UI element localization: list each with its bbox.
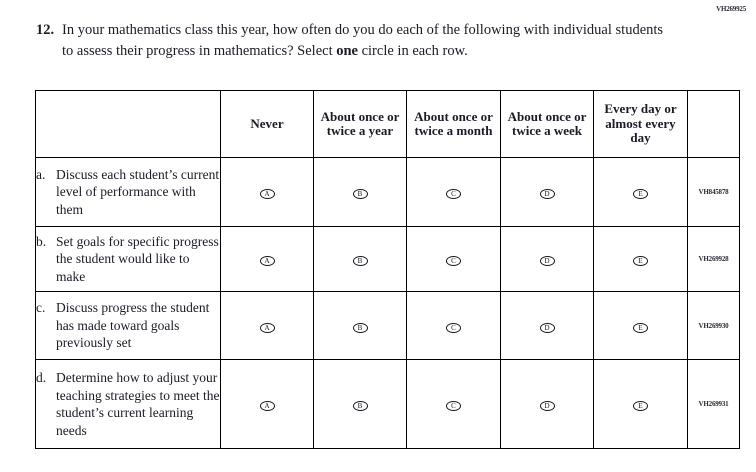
option-cell-a-never[interactable]: A [220, 157, 314, 227]
radio-circle-a-everyday[interactable]: E [633, 189, 648, 199]
radio-circle-b-week[interactable]: D [539, 256, 555, 266]
option-cell-d-year[interactable]: B [313, 359, 407, 449]
statement-cell-b: b. Set goals for specific progress the s… [35, 226, 221, 292]
response-matrix: Never About once or twice a year About o… [35, 90, 740, 449]
radio-circle-a-year[interactable]: B [352, 189, 368, 199]
option-cell-c-never[interactable]: A [220, 291, 314, 360]
statement-letter-c: c. [36, 300, 46, 316]
radio-circle-c-week[interactable]: D [539, 322, 555, 333]
radio-circle-a-never[interactable]: A [259, 189, 275, 199]
option-cell-a-week[interactable]: D [500, 157, 594, 227]
radio-circle-a-month[interactable]: C [446, 189, 461, 199]
statement-text-c: Discuss progress the student has made to… [56, 300, 210, 351]
option-cell-b-never[interactable]: A [220, 226, 314, 292]
option-cell-b-month[interactable]: C [406, 226, 501, 292]
radio-circle-c-year[interactable]: B [352, 322, 368, 333]
column-header-never: Never [220, 90, 314, 158]
radio-circle-b-never[interactable]: A [259, 256, 275, 266]
radio-circle-a-week[interactable]: D [539, 189, 555, 199]
statement-cell-d: d. Determine how to adjust your teaching… [35, 359, 221, 449]
option-cell-c-everyday[interactable]: E [593, 291, 688, 360]
column-header-once-or-twice-a-week: About once or twice a week [500, 90, 594, 158]
column-header-once-or-twice-a-month: About once or twice a month [406, 90, 501, 158]
option-cell-b-everyday[interactable]: E [593, 226, 688, 292]
item-code-c: VH269930 [687, 291, 740, 360]
matrix-header-row: Never About once or twice a year About o… [35, 90, 740, 158]
question-number: 12. [36, 22, 55, 38]
table-row: c. Discuss progress the student has made… [35, 291, 740, 360]
question-text-part-2: circle in each row. [357, 42, 468, 59]
radio-circle-d-week[interactable]: D [539, 401, 555, 411]
item-code-a: VH845878 [687, 157, 740, 227]
radio-circle-c-everyday[interactable]: E [633, 322, 648, 333]
item-code-b: VH269928 [687, 226, 740, 292]
option-cell-c-week[interactable]: D [500, 291, 594, 360]
column-header-every-day: Every day or almost every day [593, 90, 688, 158]
option-cell-d-week[interactable]: D [500, 359, 594, 449]
radio-circle-d-everyday[interactable]: E [633, 401, 648, 411]
column-header-item-code [687, 90, 740, 158]
radio-circle-d-year[interactable]: B [352, 401, 368, 411]
radio-circle-d-never[interactable]: A [259, 401, 275, 411]
column-header-once-or-twice-a-year: About once or twice a year [313, 90, 407, 158]
statement-text-a: Discuss each student’s current level of … [56, 166, 220, 217]
statement-letter-d: d. [36, 370, 47, 385]
statement-letter-a: a. [36, 166, 46, 182]
radio-circle-c-never[interactable]: A [259, 322, 275, 333]
option-cell-b-week[interactable]: D [500, 226, 594, 292]
statement-text-b: Set goals for specific progress the stud… [56, 233, 219, 284]
option-cell-d-month[interactable]: C [406, 359, 501, 449]
page-item-code: VH269925 [716, 5, 746, 13]
item-code-d: VH269931 [687, 359, 740, 449]
radio-circle-d-month[interactable]: C [446, 401, 461, 411]
statement-letter-b: b. [36, 233, 47, 249]
option-cell-d-never[interactable]: A [220, 359, 314, 449]
header-blank [35, 90, 221, 158]
statement-cell-c: c. Discuss progress the student has made… [35, 291, 221, 360]
question-text-part-1: In your mathematics class this year, how… [62, 22, 664, 59]
option-cell-a-month[interactable]: C [406, 157, 501, 227]
question-stem: 12. In your mathematics class this year,… [36, 20, 676, 61]
table-row: d. Determine how to adjust your teaching… [35, 359, 740, 449]
radio-circle-b-everyday[interactable]: E [633, 256, 648, 266]
option-cell-b-year[interactable]: B [313, 226, 407, 292]
question-text: In your mathematics class this year, how… [62, 20, 676, 61]
option-cell-d-everyday[interactable]: E [593, 359, 688, 449]
option-cell-c-year[interactable]: B [313, 291, 407, 360]
option-cell-c-month[interactable]: C [406, 291, 501, 360]
table-row: b. Set goals for specific progress the s… [35, 226, 740, 292]
option-cell-a-everyday[interactable]: E [593, 157, 688, 227]
radio-circle-b-month[interactable]: C [446, 256, 461, 266]
statement-text-d: Determine how to adjust your teaching st… [56, 370, 220, 438]
question-emphasis-one: one [336, 42, 358, 59]
radio-circle-c-month[interactable]: C [446, 322, 461, 333]
option-cell-a-year[interactable]: B [313, 157, 407, 227]
statement-cell-a: a. Discuss each student’s current level … [35, 157, 221, 227]
radio-circle-b-year[interactable]: B [352, 256, 368, 266]
table-row: a. Discuss each student’s current level … [35, 157, 740, 227]
